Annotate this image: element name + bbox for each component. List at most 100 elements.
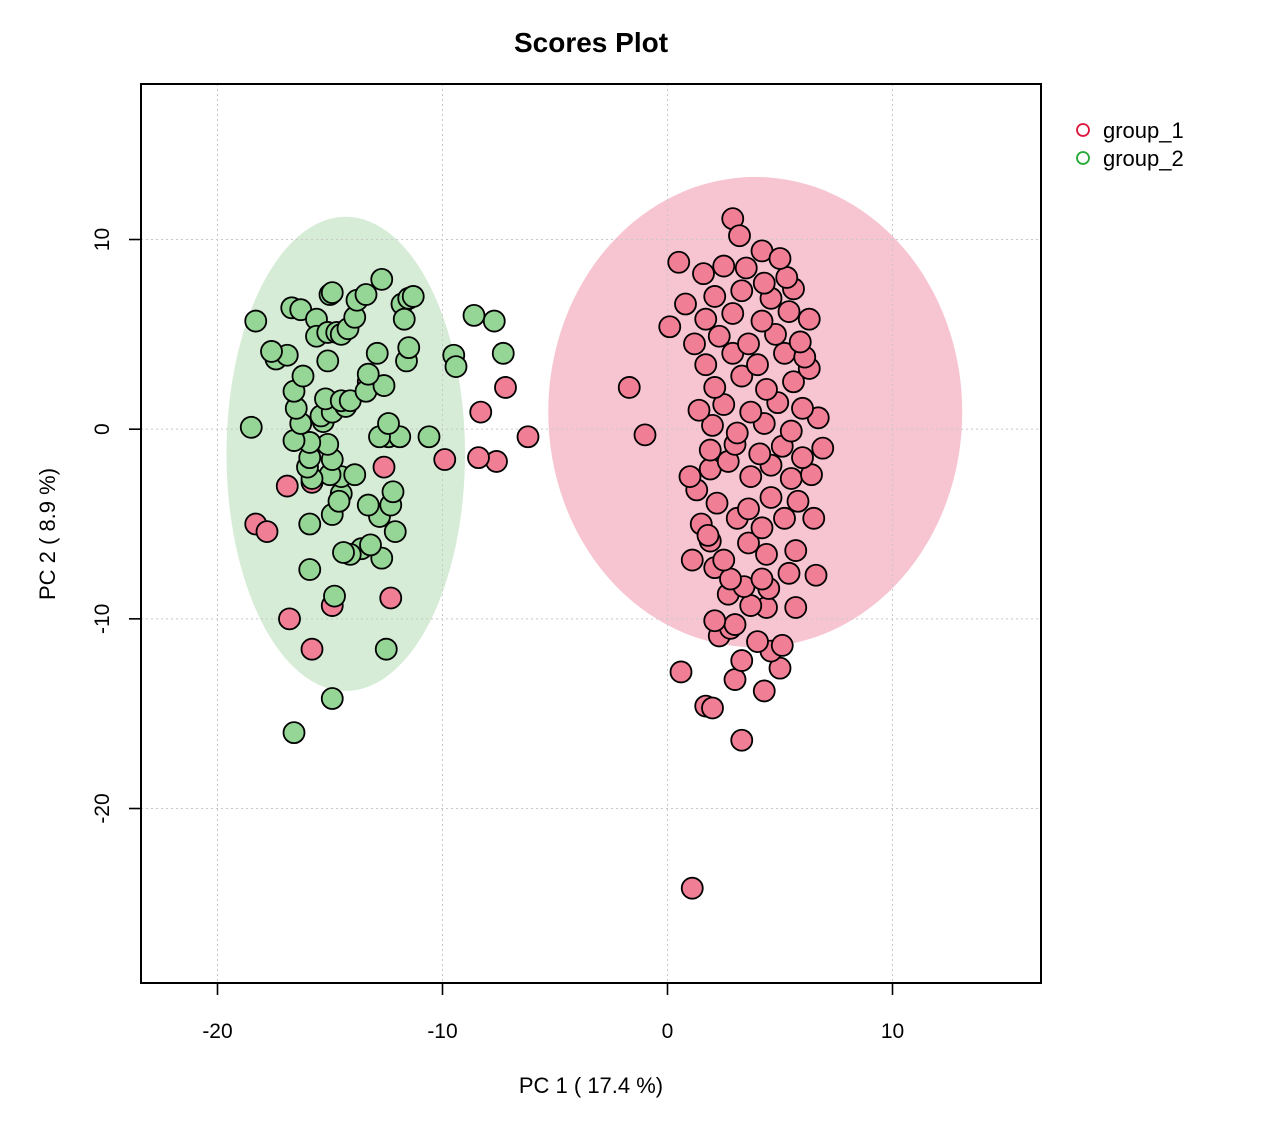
point-group-1 xyxy=(705,491,729,515)
point-group-1 xyxy=(782,370,805,394)
point-group-1 xyxy=(752,271,776,295)
point-group-2 xyxy=(356,362,380,386)
point-group-2 xyxy=(397,336,421,360)
point-group-1 xyxy=(467,446,490,470)
point-group-2 xyxy=(383,520,407,544)
point-group-1 xyxy=(275,474,299,498)
point-group-1 xyxy=(728,224,751,248)
point-group-1 xyxy=(692,262,715,286)
point-group-2 xyxy=(444,355,468,378)
point-group-2 xyxy=(491,341,515,365)
point-group-2 xyxy=(370,267,394,291)
point-group-1 xyxy=(723,613,747,636)
point-group-1 xyxy=(737,332,760,356)
point-group-1 xyxy=(739,594,763,617)
point-group-1 xyxy=(680,876,704,900)
point-group-1 xyxy=(786,489,810,513)
point-group-1 xyxy=(379,586,403,610)
point-group-2 xyxy=(356,493,380,517)
chart-title: Scores Plot xyxy=(514,27,668,58)
point-group-1 xyxy=(667,250,691,274)
point-group-1 xyxy=(737,531,760,555)
point-group-1 xyxy=(748,442,772,466)
point-group-2 xyxy=(462,303,486,327)
legend-label-group-2: group_2 xyxy=(1103,146,1184,171)
x-tick-label: -20 xyxy=(202,1020,232,1043)
point-group-1 xyxy=(750,567,774,591)
point-group-1 xyxy=(750,516,774,540)
point-group-2 xyxy=(332,541,355,564)
point-group-1 xyxy=(703,609,727,633)
point-group-1 xyxy=(278,607,301,631)
point-group-1 xyxy=(788,330,812,354)
point-group-1 xyxy=(775,266,799,289)
point-group-2 xyxy=(359,533,382,557)
point-group-2 xyxy=(343,463,367,487)
point-group-1 xyxy=(617,376,641,399)
point-group-2 xyxy=(320,281,344,305)
point-group-1 xyxy=(759,486,783,509)
point-group-1 xyxy=(300,637,324,661)
y-axis: 10 0 -10 -20 xyxy=(91,228,142,824)
legend-marker-group-2 xyxy=(1076,151,1090,165)
point-group-1 xyxy=(746,630,769,654)
point-group-1 xyxy=(698,438,722,462)
point-group-2 xyxy=(401,285,425,308)
point-group-2 xyxy=(374,637,398,661)
point-group-2 xyxy=(392,307,416,331)
point-group-2 xyxy=(260,340,283,363)
point-group-1 xyxy=(633,423,657,447)
y-axis-label: PC 2 ( 8.9 %) xyxy=(35,468,60,600)
point-group-1 xyxy=(730,728,754,752)
point-group-2 xyxy=(381,480,405,504)
point-group-1 xyxy=(746,353,769,377)
point-group-1 xyxy=(777,561,801,585)
point-group-2 xyxy=(417,425,441,449)
legend-marker-group-1 xyxy=(1076,123,1090,137)
point-group-1 xyxy=(784,596,808,619)
point-group-1 xyxy=(811,436,835,460)
point-group-2 xyxy=(282,721,306,745)
point-group-1 xyxy=(669,660,693,684)
point-group-1 xyxy=(770,634,794,657)
point-group-1 xyxy=(683,332,706,356)
point-group-1 xyxy=(755,542,778,566)
point-group-1 xyxy=(768,247,792,270)
point-group-1 xyxy=(773,506,796,530)
point-group-1 xyxy=(694,353,718,377)
point-group-1 xyxy=(516,425,540,449)
point-group-1 xyxy=(712,548,736,572)
point-group-1 xyxy=(255,520,279,544)
point-group-1 xyxy=(739,400,763,424)
ellipse-group-2 xyxy=(226,216,465,691)
point-group-1 xyxy=(723,668,747,691)
point-group-2 xyxy=(320,687,344,710)
legend: group_1 group_2 xyxy=(1076,118,1184,171)
point-group-1 xyxy=(737,497,760,521)
point-group-2 xyxy=(244,309,268,333)
point-group-2 xyxy=(298,512,322,536)
point-group-2 xyxy=(354,283,378,306)
y-tick-label: 10 xyxy=(91,228,114,251)
x-tick-label: 0 xyxy=(662,1020,674,1043)
point-group-1 xyxy=(694,307,718,331)
point-group-1 xyxy=(730,649,754,672)
point-group-1 xyxy=(750,309,774,333)
x-tick-label: -10 xyxy=(427,1020,457,1043)
point-group-2 xyxy=(298,558,322,581)
point-group-2 xyxy=(372,374,396,397)
y-tick-label: -10 xyxy=(91,604,114,634)
point-group-2 xyxy=(377,412,400,435)
x-tick-label: 10 xyxy=(881,1020,904,1043)
data-points xyxy=(239,207,835,900)
point-group-1 xyxy=(784,539,808,562)
point-group-1 xyxy=(730,364,754,388)
point-group-1 xyxy=(658,315,682,339)
point-group-2 xyxy=(482,309,506,333)
point-group-1 xyxy=(701,413,724,437)
point-group-1 xyxy=(372,455,396,479)
point-group-1 xyxy=(752,679,776,703)
y-tick-label: -20 xyxy=(91,793,114,823)
x-axis-label: PC 1 ( 17.4 %) xyxy=(519,1073,663,1098)
point-group-1 xyxy=(469,400,493,424)
